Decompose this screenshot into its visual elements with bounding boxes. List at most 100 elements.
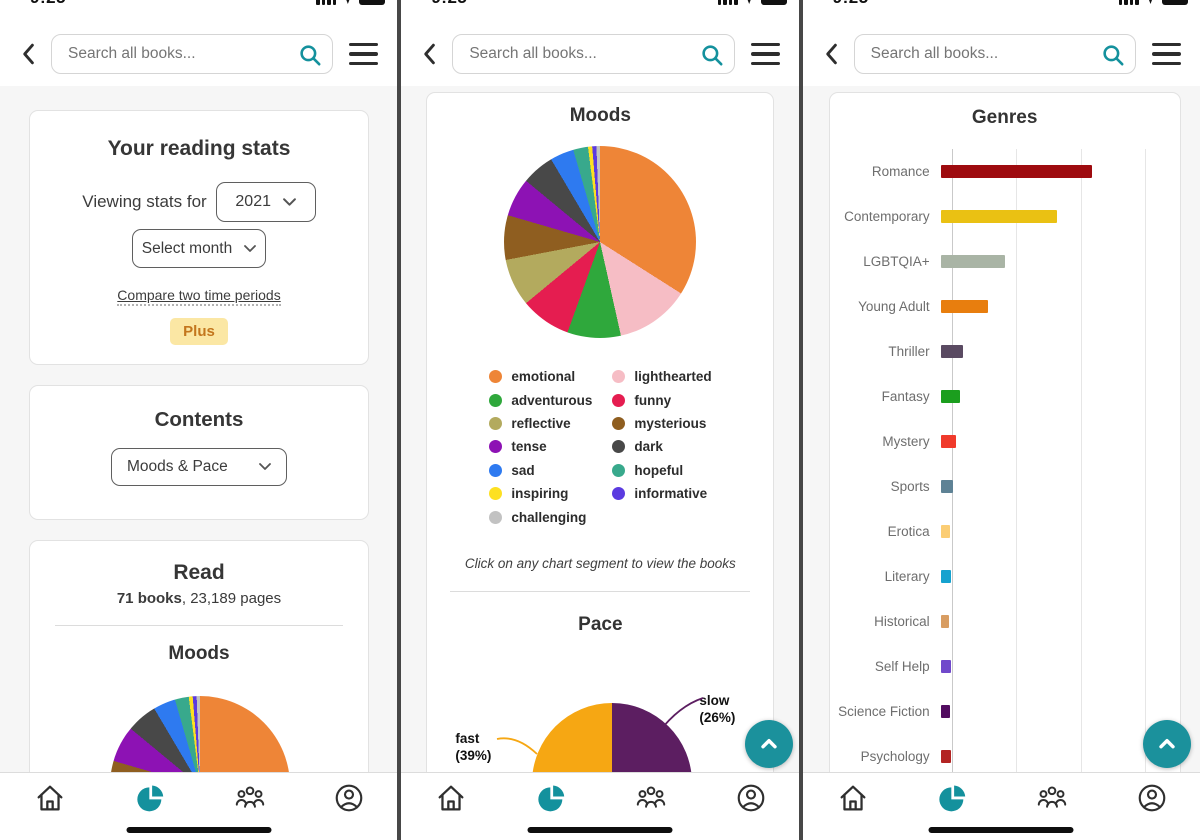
chevron-down-icon [259,463,271,470]
genre-bar[interactable] [940,525,951,538]
legend-item: emotional [489,365,612,388]
status-bar: 9:25 [0,0,398,22]
genre-label: Psychology [860,749,930,764]
legend-label: tense [511,439,547,455]
genre-bar[interactable] [940,300,989,313]
signal-bars-icon [717,0,738,5]
signal-bars-icon [316,0,337,5]
screen-genres: 9:25 Genres [802,0,1200,840]
slow-leader-line [658,697,704,733]
genre-bar[interactable] [940,615,950,628]
genre-bar[interactable] [940,705,950,718]
compare-periods-link[interactable]: Compare two time periods [117,287,281,306]
month-select[interactable]: Select month [132,229,266,268]
scroll-to-top-button[interactable] [745,720,794,768]
search-bar [853,34,1136,74]
genre-bar[interactable] [940,210,1057,223]
search-input[interactable] [453,45,734,63]
contents-select-value: Moods & Pace [127,458,228,475]
contents-select[interactable]: Moods & Pace [111,448,287,486]
phone-bezel [397,0,402,840]
legend-color-dot [489,510,503,524]
tab-profile[interactable] [1130,782,1174,818]
moods-pie-chart[interactable] [504,146,697,338]
battery-icon [1161,0,1188,5]
legend-item: reflective [489,412,612,435]
year-select[interactable]: 2021 [215,182,316,222]
genre-bar[interactable] [940,570,951,583]
legend-item: lighthearted [612,365,712,388]
tab-home[interactable] [28,782,72,818]
tab-stats[interactable] [128,782,172,818]
tab-community[interactable] [1030,782,1074,818]
genre-bar[interactable] [940,345,963,358]
stats-pie-icon [137,785,163,812]
fast-leader-line [497,737,538,755]
location-arrow-icon [1145,0,1155,4]
search-input[interactable] [854,45,1135,63]
moods-pie-chart-partial[interactable] [110,696,290,772]
tab-community[interactable] [629,782,673,818]
status-icons [316,0,386,5]
genre-row: Mystery [830,419,1180,464]
community-icon [636,786,666,808]
tab-home[interactable] [429,782,473,818]
legend-item: mysterious [612,412,711,435]
genre-row: Contemporary [830,194,1180,239]
search-button[interactable] [1100,42,1126,68]
search-button[interactable] [297,42,323,68]
genre-row: Science Fiction [830,689,1180,734]
genre-label: Literary [884,569,930,584]
scroll-to-top-button[interactable] [1142,720,1191,768]
genre-bar[interactable] [940,750,951,763]
menu-button[interactable] [1149,39,1184,70]
genre-bar[interactable] [940,255,1006,268]
genre-row: Young Adult [830,284,1180,329]
menu-button[interactable] [748,39,783,70]
genres-bar-chart: Romance Contemporary LGBTQIA+ Young Adult Th… [830,149,1180,772]
genre-bar[interactable] [940,660,951,673]
genre-row: Self Help [830,644,1180,689]
tab-community[interactable] [228,782,272,818]
legend-color-dot [489,440,503,454]
legend-item: inspiring [489,482,612,505]
genre-bar[interactable] [940,435,957,448]
divider [55,625,343,626]
genre-bar[interactable] [940,390,961,403]
tab-profile[interactable] [327,782,371,818]
search-input[interactable] [52,45,333,63]
battery-icon [760,0,787,5]
viewing-stats-label: Viewing stats for [82,192,207,211]
community-icon [1037,786,1067,808]
tab-stats[interactable] [930,782,974,818]
moods-heading: Moods [168,643,230,664]
status-bar: 9:25 [401,0,799,22]
legend-label: lighthearted [634,369,712,385]
search-button[interactable] [699,42,725,68]
tab-stats[interactable] [529,782,573,818]
genre-label: Historical [874,614,930,629]
genre-bar[interactable] [940,165,1093,178]
legend-color-dot [489,463,503,477]
legend-item: informative [612,482,711,505]
gridline [1080,149,1082,772]
legend-color-dot [612,370,626,384]
profile-icon [737,784,764,812]
tab-home[interactable] [831,782,875,818]
legend-color-dot [489,416,503,430]
home-icon [438,785,464,811]
status-time: 9:25 [431,0,467,8]
genre-bar[interactable] [940,480,953,493]
back-button[interactable] [18,41,38,67]
genre-label: Contemporary [844,209,930,224]
menu-button[interactable] [346,39,381,70]
home-indicator [928,827,1074,833]
chevron-up-icon [761,739,778,749]
back-button[interactable] [419,41,439,67]
genre-row: Historical [830,599,1180,644]
tab-profile[interactable] [729,782,773,818]
genre-label: Romance [871,164,930,179]
legend-label: challenging [511,509,587,525]
back-button[interactable] [821,41,841,67]
